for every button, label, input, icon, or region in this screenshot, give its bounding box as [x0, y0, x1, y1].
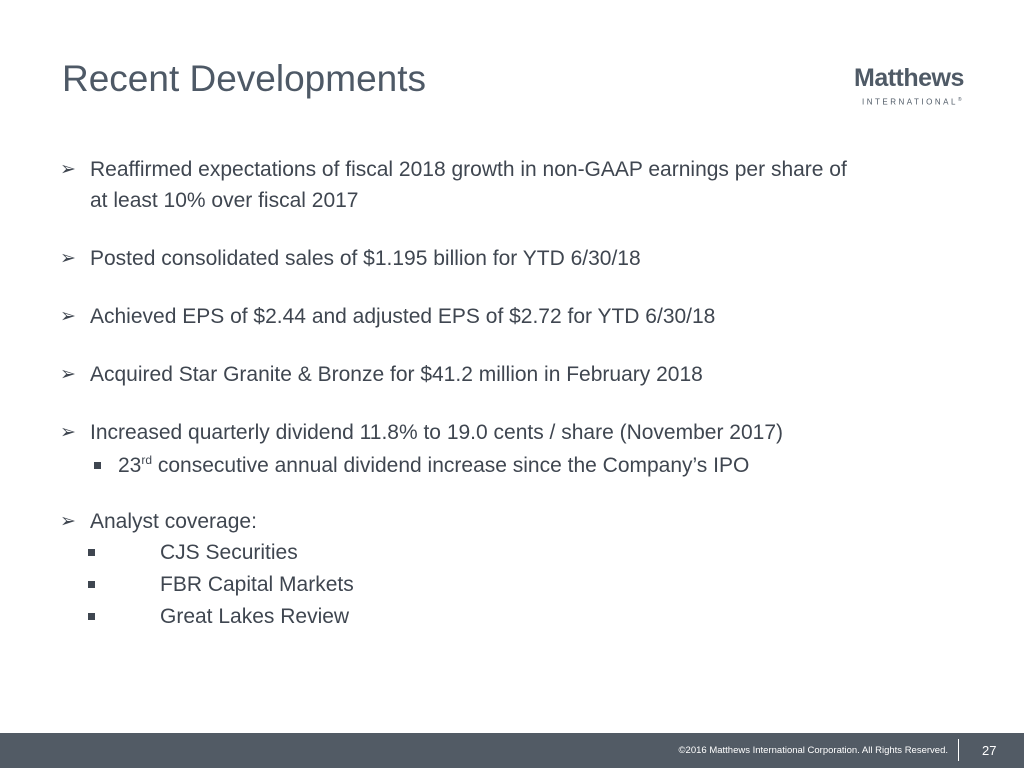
square-bullet-icon	[88, 549, 95, 556]
bullet-text: Acquired Star Granite & Bronze for $41.2…	[90, 363, 703, 386]
bullet-text: Analyst coverage:	[90, 510, 257, 533]
arrow-bullet-icon: ➢	[60, 306, 76, 327]
logo-wordmark: Matthews	[854, 64, 964, 92]
square-bullet-icon	[94, 462, 101, 469]
copyright-text: ©2016 Matthews International Corporation…	[678, 745, 948, 756]
footer-bar: ©2016 Matthews International Corporation…	[0, 733, 1024, 768]
square-bullet-icon	[88, 613, 95, 620]
sub-bullet-number: 23	[118, 454, 142, 477]
footer-divider	[958, 739, 959, 761]
square-bullet-icon	[88, 581, 95, 588]
coverage-item: FBR Capital Markets	[60, 569, 990, 601]
bullet-text-line: Reaffirmed expectations of fiscal 2018 g…	[90, 158, 847, 181]
coverage-item-text: FBR Capital Markets	[160, 573, 354, 596]
coverage-item-text: Great Lakes Review	[160, 605, 350, 628]
bullet-text: Achieved EPS of $2.44 and adjusted EPS o…	[90, 305, 716, 328]
bullet-item: ➢ Acquired Star Granite & Bronze for $41…	[60, 359, 990, 390]
slide-title: Recent Developments	[62, 58, 427, 99]
bullet-text: Increased quarterly dividend 11.8% to 19…	[90, 421, 783, 444]
bullet-item: ➢ Posted consolidated sales of $1.195 bi…	[60, 243, 990, 274]
logo-subtitle-text: INTERNATIONAL	[862, 97, 958, 107]
coverage-item-text: CJS Securities	[160, 541, 298, 564]
logo-subtitle: INTERNATIONAL®	[862, 95, 962, 108]
arrow-bullet-icon: ➢	[60, 364, 76, 385]
arrow-bullet-icon: ➢	[60, 422, 76, 443]
sub-bullet-text: consecutive annual dividend increase sin…	[152, 454, 750, 477]
coverage-item: CJS Securities	[60, 537, 990, 569]
bullet-list: ➢ Reaffirmed expectations of fiscal 2018…	[60, 154, 990, 633]
page-number: 27	[982, 743, 997, 758]
bullet-item: ➢ Reaffirmed expectations of fiscal 2018…	[60, 154, 990, 216]
coverage-item: Great Lakes Review	[60, 601, 990, 633]
arrow-bullet-icon: ➢	[60, 159, 76, 180]
bullet-item: ➢ Increased quarterly dividend 11.8% to …	[60, 417, 990, 448]
sub-bullet-item: 23rd consecutive annual dividend increas…	[60, 450, 990, 481]
matthews-logo: Matthews INTERNATIONAL®	[854, 64, 978, 112]
logo-registered-mark: ®	[957, 97, 962, 103]
bullet-text: Posted consolidated sales of $1.195 bill…	[90, 247, 641, 270]
bullet-item: ➢ Achieved EPS of $2.44 and adjusted EPS…	[60, 301, 990, 332]
bullet-text-line: at least 10% over fiscal 2017	[90, 189, 359, 212]
sub-bullet-ordinal: rd	[141, 453, 153, 467]
arrow-bullet-icon: ➢	[60, 248, 76, 269]
bullet-item: ➢ Analyst coverage:	[60, 506, 990, 537]
arrow-bullet-icon: ➢	[60, 511, 76, 532]
